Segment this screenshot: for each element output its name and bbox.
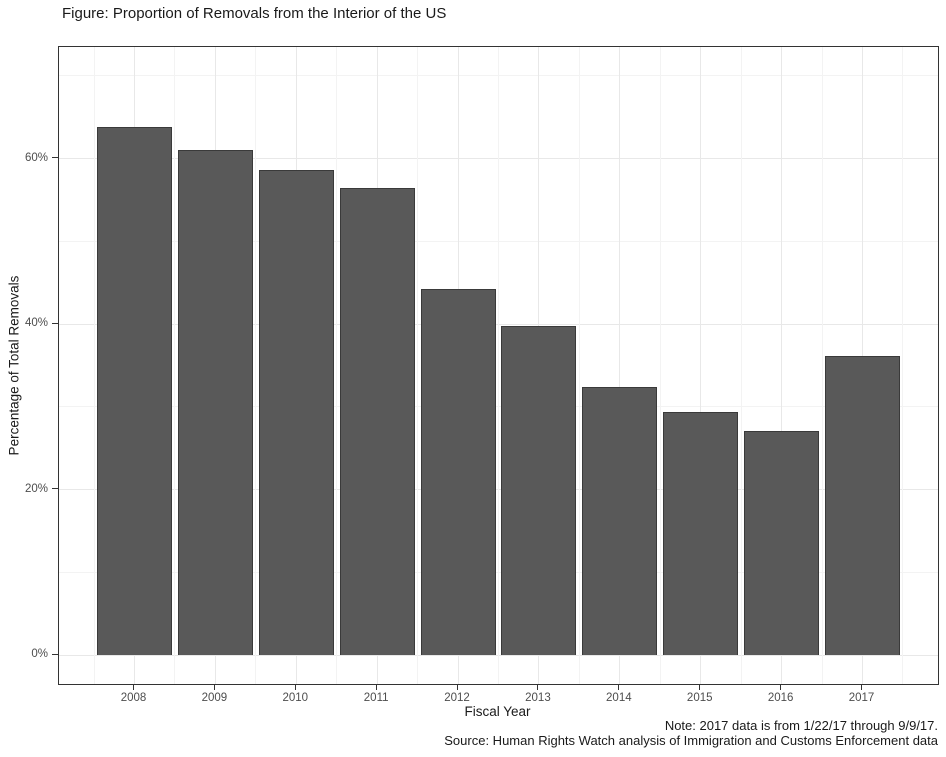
gridline-v-major-2014 <box>619 47 621 684</box>
x-tick-mark-2014 <box>618 684 620 690</box>
bar-2013 <box>501 325 577 656</box>
chart-title: Figure: Proportion of Removals from the … <box>62 5 447 22</box>
y-tick-label-20: 20% <box>24 482 48 495</box>
y-tick-mark-0 <box>52 653 58 655</box>
x-tick-mark-2008 <box>133 684 134 690</box>
gridline-v-minor-7 <box>659 47 661 684</box>
y-axis-title: Percentage of Total Removals <box>6 275 22 456</box>
x-tick-label-2013: 2013 <box>525 692 551 704</box>
x-tick-label-2016: 2016 <box>767 692 794 704</box>
x-tick-mark-2016 <box>780 684 782 690</box>
x-tick-label-2014: 2014 <box>606 692 632 704</box>
y-tick-mark-60 <box>52 157 58 159</box>
x-tick-mark-2017 <box>861 684 862 690</box>
x-axis-title: Fiscal Year <box>464 704 531 719</box>
x-tick-label-2008: 2008 <box>120 692 147 704</box>
gridline-v-minor-4 <box>417 47 419 684</box>
note-text: Note: 2017 data is from 1/22/17 through … <box>664 718 938 733</box>
gridline-v-minor-1 <box>174 47 176 684</box>
bar-2012 <box>420 289 496 656</box>
gridline-v-minor-8 <box>740 47 742 684</box>
y-tick-mark-40 <box>52 322 58 324</box>
gridline-v-minor-6 <box>578 47 580 684</box>
bar-2017 <box>825 356 900 656</box>
bar-2015 <box>663 411 739 656</box>
gridline-v-minor-3 <box>336 47 338 684</box>
gridline-v-minor-5 <box>498 47 499 684</box>
gridline-v-major-2015 <box>700 47 702 684</box>
gridline-v-major-2016 <box>781 47 783 684</box>
bar-2010 <box>258 170 334 656</box>
x-tick-label-2012: 2012 <box>444 692 470 704</box>
x-tick-mark-2015 <box>699 684 701 690</box>
bar-2009 <box>177 150 253 656</box>
bar-2008 <box>97 127 172 656</box>
gridline-v-minor-0 <box>93 47 95 684</box>
x-tick-label-2009: 2009 <box>201 692 228 704</box>
gridline-v-minor-10 <box>902 47 904 684</box>
gridline-v-minor-2 <box>255 47 257 684</box>
x-tick-label-2010: 2010 <box>282 692 309 704</box>
bar-2011 <box>339 188 415 656</box>
y-tick-mark-20 <box>52 488 58 490</box>
bar-2014 <box>582 387 658 656</box>
y-tick-label-0: 0% <box>31 648 48 661</box>
x-tick-label-2015: 2015 <box>686 692 713 704</box>
x-tick-mark-2012 <box>456 684 458 690</box>
y-tick-label-60: 60% <box>24 151 48 164</box>
plot-panel <box>58 46 939 685</box>
gridline-v-minor-9 <box>821 47 823 684</box>
x-tick-mark-2011 <box>375 684 377 690</box>
x-tick-label-2011: 2011 <box>363 692 389 704</box>
x-tick-mark-2013 <box>537 684 539 690</box>
bar-2016 <box>744 430 820 656</box>
y-tick-label-40: 40% <box>24 317 48 330</box>
source-text: Source: Human Rights Watch analysis of I… <box>444 732 938 748</box>
x-tick-mark-2009 <box>213 684 215 690</box>
x-tick-label-2017: 2017 <box>848 692 875 704</box>
x-tick-mark-2010 <box>294 684 296 690</box>
